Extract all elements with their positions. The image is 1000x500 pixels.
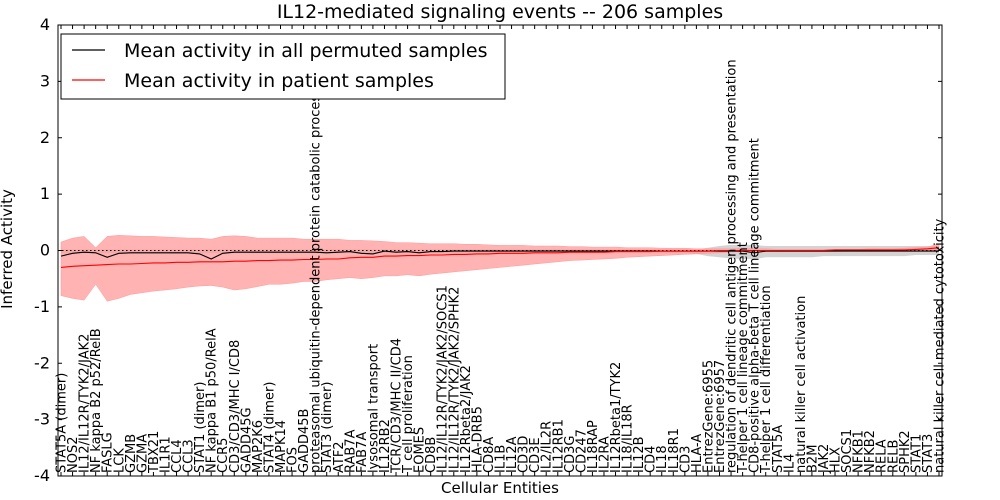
x-category-label: T-helper 1 cell lineage commitment (736, 242, 751, 474)
x-category-label: HLA-DRB5 (470, 406, 485, 473)
y-tick-label: -1 (34, 297, 50, 316)
y-tick-label: -2 (34, 353, 50, 372)
y-tick-label: 2 (40, 128, 50, 147)
x-category-label: SOCS1 (840, 429, 855, 473)
x-category-label: natural killer cell activation (794, 296, 809, 473)
x-category-label: IL1B (494, 445, 509, 473)
x-category-label: IL12/IL12R/TYK2/JAK2/SOCS1 (436, 285, 451, 473)
x-category-label: T-helper 1 cell differentiation (759, 285, 774, 474)
x-category-label: IL12B (632, 436, 647, 473)
x-category-label: FOS (286, 447, 301, 473)
y-tick-label: 1 (40, 184, 50, 203)
x-category-label: EntrezGene:6957 (713, 360, 728, 473)
legend-frame (60, 33, 506, 100)
x-category-label: CD3E (528, 437, 543, 473)
y-tick-label: 0 (40, 241, 50, 260)
x-category-label: IL12RB2 (378, 419, 393, 473)
x-category-label: CD3/CD3/MHC I/CD8 (228, 340, 243, 473)
x-category-label: NOS2 (66, 437, 81, 473)
x-category-label: CD3G (563, 436, 578, 473)
x-category-label: CD8A (482, 437, 497, 473)
legend-label-permuted: Mean activity in all permuted samples (124, 40, 487, 62)
x-category-label: GADD45G (239, 407, 254, 473)
x-category-label: LCK (112, 448, 127, 473)
x-category-label: GZMB (124, 434, 139, 473)
x-category-label: FASLG (101, 432, 116, 473)
x-category-label: IL12/IL12R/TYK2/JAK2/SPHK2 (447, 287, 462, 473)
series-line-patient (60, 247, 940, 268)
x-category-label: JAK2 (817, 444, 832, 474)
x-category-label: IL12RB1 (551, 419, 566, 473)
x-category-label: STAT4 (dimer) (262, 382, 277, 473)
x-category-label: IL12Rbeta2/JAK2 (459, 365, 474, 473)
x-category-label: IL12Rbeta1/TYK2 (609, 362, 624, 473)
x-category-label: IL1R1 (159, 436, 174, 473)
x-category-label: CD247 (574, 429, 589, 473)
y-axis-title: Inferred Activity (0, 189, 16, 309)
x-category-label: HLA-A (690, 434, 705, 473)
x-category-label: RELB (886, 440, 901, 473)
x-category-label: NF kappa B2 p52/RelB (89, 328, 104, 473)
x-category-label: regulation of dendritic cell antigen pro… (725, 59, 740, 473)
x-category-label: FAB7A (355, 432, 370, 473)
x-category-label: NFKB2 (863, 430, 878, 473)
x-category-label: CCL4 (170, 439, 185, 473)
x-category-label: EOMES (413, 427, 428, 473)
x-category-label: STAT1 (909, 434, 924, 473)
x-category-label: SPHK2 (898, 430, 913, 473)
x-category-label: natural killer cell mediated cytotoxicit… (933, 218, 948, 473)
x-category-label: IL18R1 (667, 428, 682, 473)
x-category-label: HLX (829, 447, 844, 473)
x-category-label: IL2/IL2R (540, 421, 555, 473)
y-tick-label: 3 (40, 71, 50, 90)
x-category-label: MAPK14 (274, 420, 289, 473)
x-category-label: proteasomal ubiquitin-dependent protein … (309, 88, 324, 473)
x-category-label: IL2RA (598, 436, 613, 473)
y-tick-label: 4 (40, 15, 50, 34)
x-category-label: CCL3 (182, 439, 197, 473)
x-category-label: lysosomal transport (366, 344, 381, 473)
x-category-label: IL18RAP (586, 420, 601, 473)
y-tick-label: -4 (34, 466, 50, 485)
legend: Mean activity in all permuted samples Me… (60, 33, 506, 100)
x-category-label: IL4 (782, 454, 797, 473)
x-category-label: CD8B (424, 437, 439, 473)
chart-title: IL12-mediated signaling events -- 206 sa… (277, 1, 723, 23)
x-category-label: RELA (875, 439, 890, 473)
x-category-label: CD3 (678, 446, 693, 473)
series-line-permuted (60, 250, 939, 260)
x-category-label: IL12/IL12R/TYK2/JAK2 (78, 334, 93, 473)
x-category-label: NF kappa B1 p50/RelA (205, 328, 220, 473)
x-category-label: STAT3 (dimer) (320, 382, 335, 473)
x-category-label: CD3D (517, 436, 532, 473)
legend-label-patient: Mean activity in patient samples (124, 70, 434, 92)
x-category-label: NFKB1 (852, 430, 867, 473)
patient-band (60, 235, 940, 302)
x-category-label: IL12A (505, 436, 520, 473)
x-category-label: TBX21 (147, 431, 162, 474)
x-category-label: GADD45B (297, 409, 312, 473)
x-category-label: STAT5A (dimer) (55, 373, 70, 473)
x-category-label: STAT3 (921, 434, 936, 473)
x-axis-title: Cellular Entities (441, 479, 559, 497)
x-category-label: CD4 (644, 446, 659, 473)
x-category-label: CCR5 (216, 438, 231, 473)
x-category-label: IL18/IL18R (621, 404, 636, 473)
x-category-label: GZMA (135, 434, 150, 473)
x-category-label: TCR/CD3/MHC II/CD4 (390, 338, 405, 474)
x-category-label: B2M (805, 445, 820, 473)
x-category-label: CD8-positive alpha-beta T cell lineage c… (748, 138, 763, 473)
x-category-label: STAT1 (dimer) (193, 382, 208, 473)
x-category-label: ATF2 (332, 441, 347, 473)
y-tick-label: -3 (34, 410, 50, 429)
x-category-label: MAP2K6 (251, 420, 266, 473)
x-category-label: RAB7A (343, 429, 358, 473)
x-category-label: STAT5A (771, 425, 786, 473)
x-category-label: IL18 (655, 445, 670, 473)
x-category-label: T cell proliferation (401, 355, 416, 474)
x-category-label: EntrezGene:6955 (701, 360, 716, 473)
